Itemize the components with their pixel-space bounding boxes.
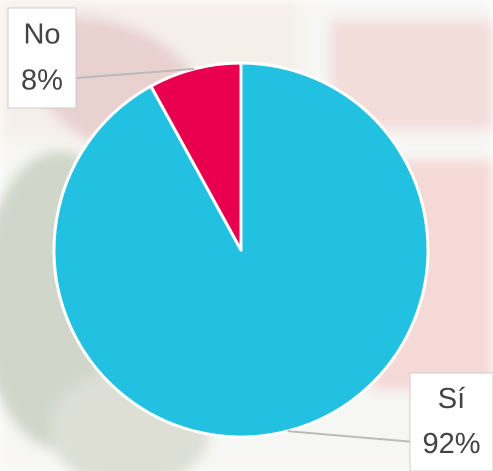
slice-value-label: 8% xyxy=(21,65,63,97)
slice-value-label: 92% xyxy=(422,428,480,460)
chart: Sí 92% No 8% xyxy=(0,0,493,471)
slice-label: Sí xyxy=(438,383,465,415)
slice-label: No xyxy=(23,19,60,51)
